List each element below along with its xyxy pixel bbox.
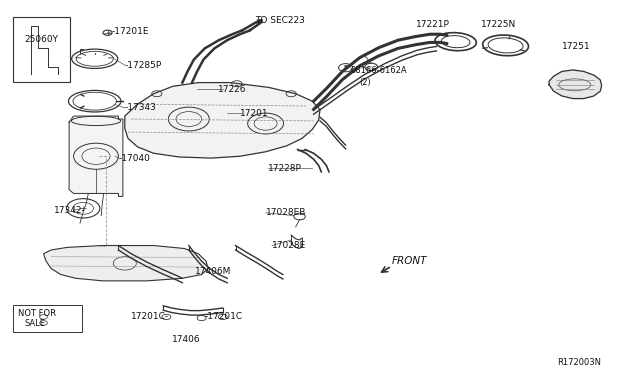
Text: -17040: -17040 bbox=[118, 154, 150, 163]
Text: 17342-: 17342- bbox=[54, 206, 86, 215]
Text: B: B bbox=[343, 65, 348, 70]
Text: 17221P: 17221P bbox=[416, 20, 450, 29]
Text: TO SEC223: TO SEC223 bbox=[255, 16, 305, 25]
Text: 17251: 17251 bbox=[562, 42, 591, 51]
Text: SALE: SALE bbox=[24, 319, 45, 328]
Text: FRONT: FRONT bbox=[392, 256, 427, 266]
Text: (2): (2) bbox=[360, 78, 371, 87]
Text: 17228P: 17228P bbox=[268, 164, 301, 173]
Polygon shape bbox=[69, 116, 123, 196]
Text: NOT FOR: NOT FOR bbox=[18, 309, 56, 318]
Bar bbox=[13, 17, 70, 82]
Polygon shape bbox=[44, 246, 208, 281]
Text: 25060Y: 25060Y bbox=[24, 35, 58, 44]
Polygon shape bbox=[549, 70, 602, 99]
Text: 17028E: 17028E bbox=[272, 241, 307, 250]
Text: 17201: 17201 bbox=[240, 109, 269, 118]
Text: 17028EB: 17028EB bbox=[266, 208, 306, 217]
Text: -17201C: -17201C bbox=[205, 312, 243, 321]
Text: -17201E: -17201E bbox=[112, 27, 150, 36]
Text: 17406: 17406 bbox=[172, 335, 200, 344]
Text: -17343: -17343 bbox=[125, 103, 157, 112]
Text: 17201C-: 17201C- bbox=[131, 312, 170, 321]
Polygon shape bbox=[125, 83, 320, 158]
Text: R172003N: R172003N bbox=[557, 358, 601, 367]
Text: 17225N: 17225N bbox=[481, 20, 516, 29]
Text: 08166-6162A: 08166-6162A bbox=[351, 66, 407, 75]
Text: 17406M: 17406M bbox=[195, 267, 232, 276]
Text: -17285P: -17285P bbox=[125, 61, 162, 70]
Text: 17226: 17226 bbox=[218, 85, 246, 94]
Bar bbox=[13, 305, 82, 332]
Circle shape bbox=[339, 64, 353, 72]
